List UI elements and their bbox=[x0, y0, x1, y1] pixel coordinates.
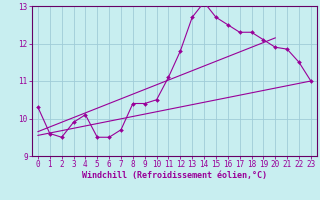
X-axis label: Windchill (Refroidissement éolien,°C): Windchill (Refroidissement éolien,°C) bbox=[82, 171, 267, 180]
